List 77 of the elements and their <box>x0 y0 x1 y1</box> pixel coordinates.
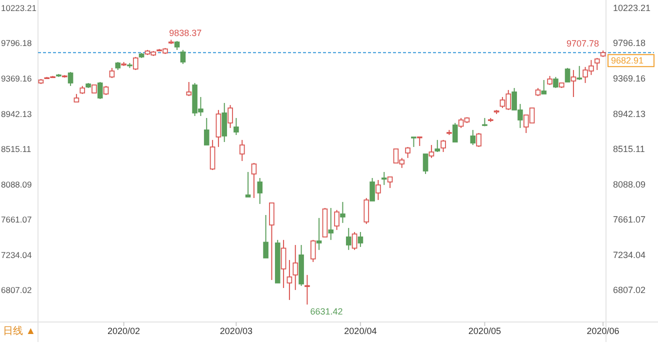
candlestick <box>452 122 458 143</box>
candlestick <box>251 162 257 198</box>
candlestick <box>434 139 440 152</box>
candlestick <box>334 209 340 230</box>
candlestick <box>364 197 370 224</box>
x-tick-label: 2020/06 <box>586 326 620 336</box>
y-tick-label: 8942.13 <box>1 108 32 119</box>
ref-line-label: 9682.91 <box>611 56 644 66</box>
candlestick <box>576 65 582 81</box>
y-tick-label: 10223.21 <box>1 2 37 13</box>
text: 日线 ▲ <box>3 325 36 337</box>
candlestick <box>97 81 103 100</box>
candlestick <box>340 201 346 224</box>
candlestick <box>470 129 476 146</box>
candlestick <box>352 232 358 250</box>
candlestick <box>180 49 186 64</box>
candlestick <box>316 217 322 250</box>
candlestick <box>564 67 570 82</box>
y-tick-label: 8515.11 <box>1 144 32 154</box>
candlestick <box>405 146 410 158</box>
candlestick <box>476 132 482 148</box>
candlestick <box>286 259 292 300</box>
y2-tick-label: 10223.21 <box>613 2 651 13</box>
y2-tick-label: 9796.18 <box>613 38 646 48</box>
y2-tick-label: 8942.13 <box>613 108 646 119</box>
candlestick <box>210 139 216 170</box>
y2-tick-label: 8515.11 <box>613 144 645 154</box>
y-tick-label: 9796.18 <box>1 38 32 48</box>
candlestick <box>387 176 393 188</box>
annotation: 9838.37 <box>169 28 202 38</box>
y-tick-label: 8088.09 <box>1 179 32 190</box>
y-tick-label: 6807.02 <box>1 285 32 296</box>
candlestick <box>109 67 115 79</box>
candlestick <box>234 117 239 136</box>
candlestick <box>310 239 316 262</box>
candlestick <box>239 139 245 162</box>
candlestick <box>245 171 251 198</box>
candlestick <box>346 227 352 250</box>
candlestick <box>216 109 222 148</box>
annotation: 6631.42 <box>310 306 343 317</box>
candlestick <box>440 139 446 152</box>
candlestick <box>68 71 74 86</box>
candlestick <box>428 144 434 158</box>
x-tick-label: 2020/04 <box>344 326 377 336</box>
y2-tick-label: 9369.16 <box>613 74 646 84</box>
candlestick <box>381 171 387 186</box>
candlestick <box>204 117 210 146</box>
candlestick <box>328 207 334 240</box>
x-tick-label: 2020/05 <box>468 326 501 336</box>
y2-tick-label: 6807.02 <box>613 285 646 296</box>
x-tick-label: 2020/02 <box>108 326 140 336</box>
y2-tick-label: 8088.09 <box>613 179 646 190</box>
candlestick <box>280 239 286 288</box>
candlestick <box>269 202 274 280</box>
candlestick <box>228 104 233 128</box>
y2-tick-label: 7234.04 <box>613 250 646 260</box>
candlestick <box>304 274 310 306</box>
annotation: 9707.78 <box>566 38 600 49</box>
candlestick <box>263 214 268 258</box>
candlestick <box>186 81 192 97</box>
candlestick <box>594 57 600 71</box>
y-tick-label: 7661.07 <box>1 214 32 225</box>
candlestick <box>422 153 428 174</box>
candlestick <box>411 136 416 148</box>
candlestick <box>376 179 381 200</box>
y-tick-label: 9369.16 <box>1 74 32 84</box>
candlestick <box>222 102 228 143</box>
candlestick <box>570 70 576 98</box>
y2-tick-label: 7661.07 <box>613 214 646 225</box>
candlestick <box>370 178 375 202</box>
candlestick <box>257 178 263 204</box>
candlestick <box>358 232 364 248</box>
y-tick-label: 7234.04 <box>1 250 32 260</box>
candlestick <box>553 76 558 89</box>
candlestick <box>541 80 547 94</box>
x-tick-label: 2020/03 <box>220 326 252 336</box>
candlestick <box>292 244 298 290</box>
